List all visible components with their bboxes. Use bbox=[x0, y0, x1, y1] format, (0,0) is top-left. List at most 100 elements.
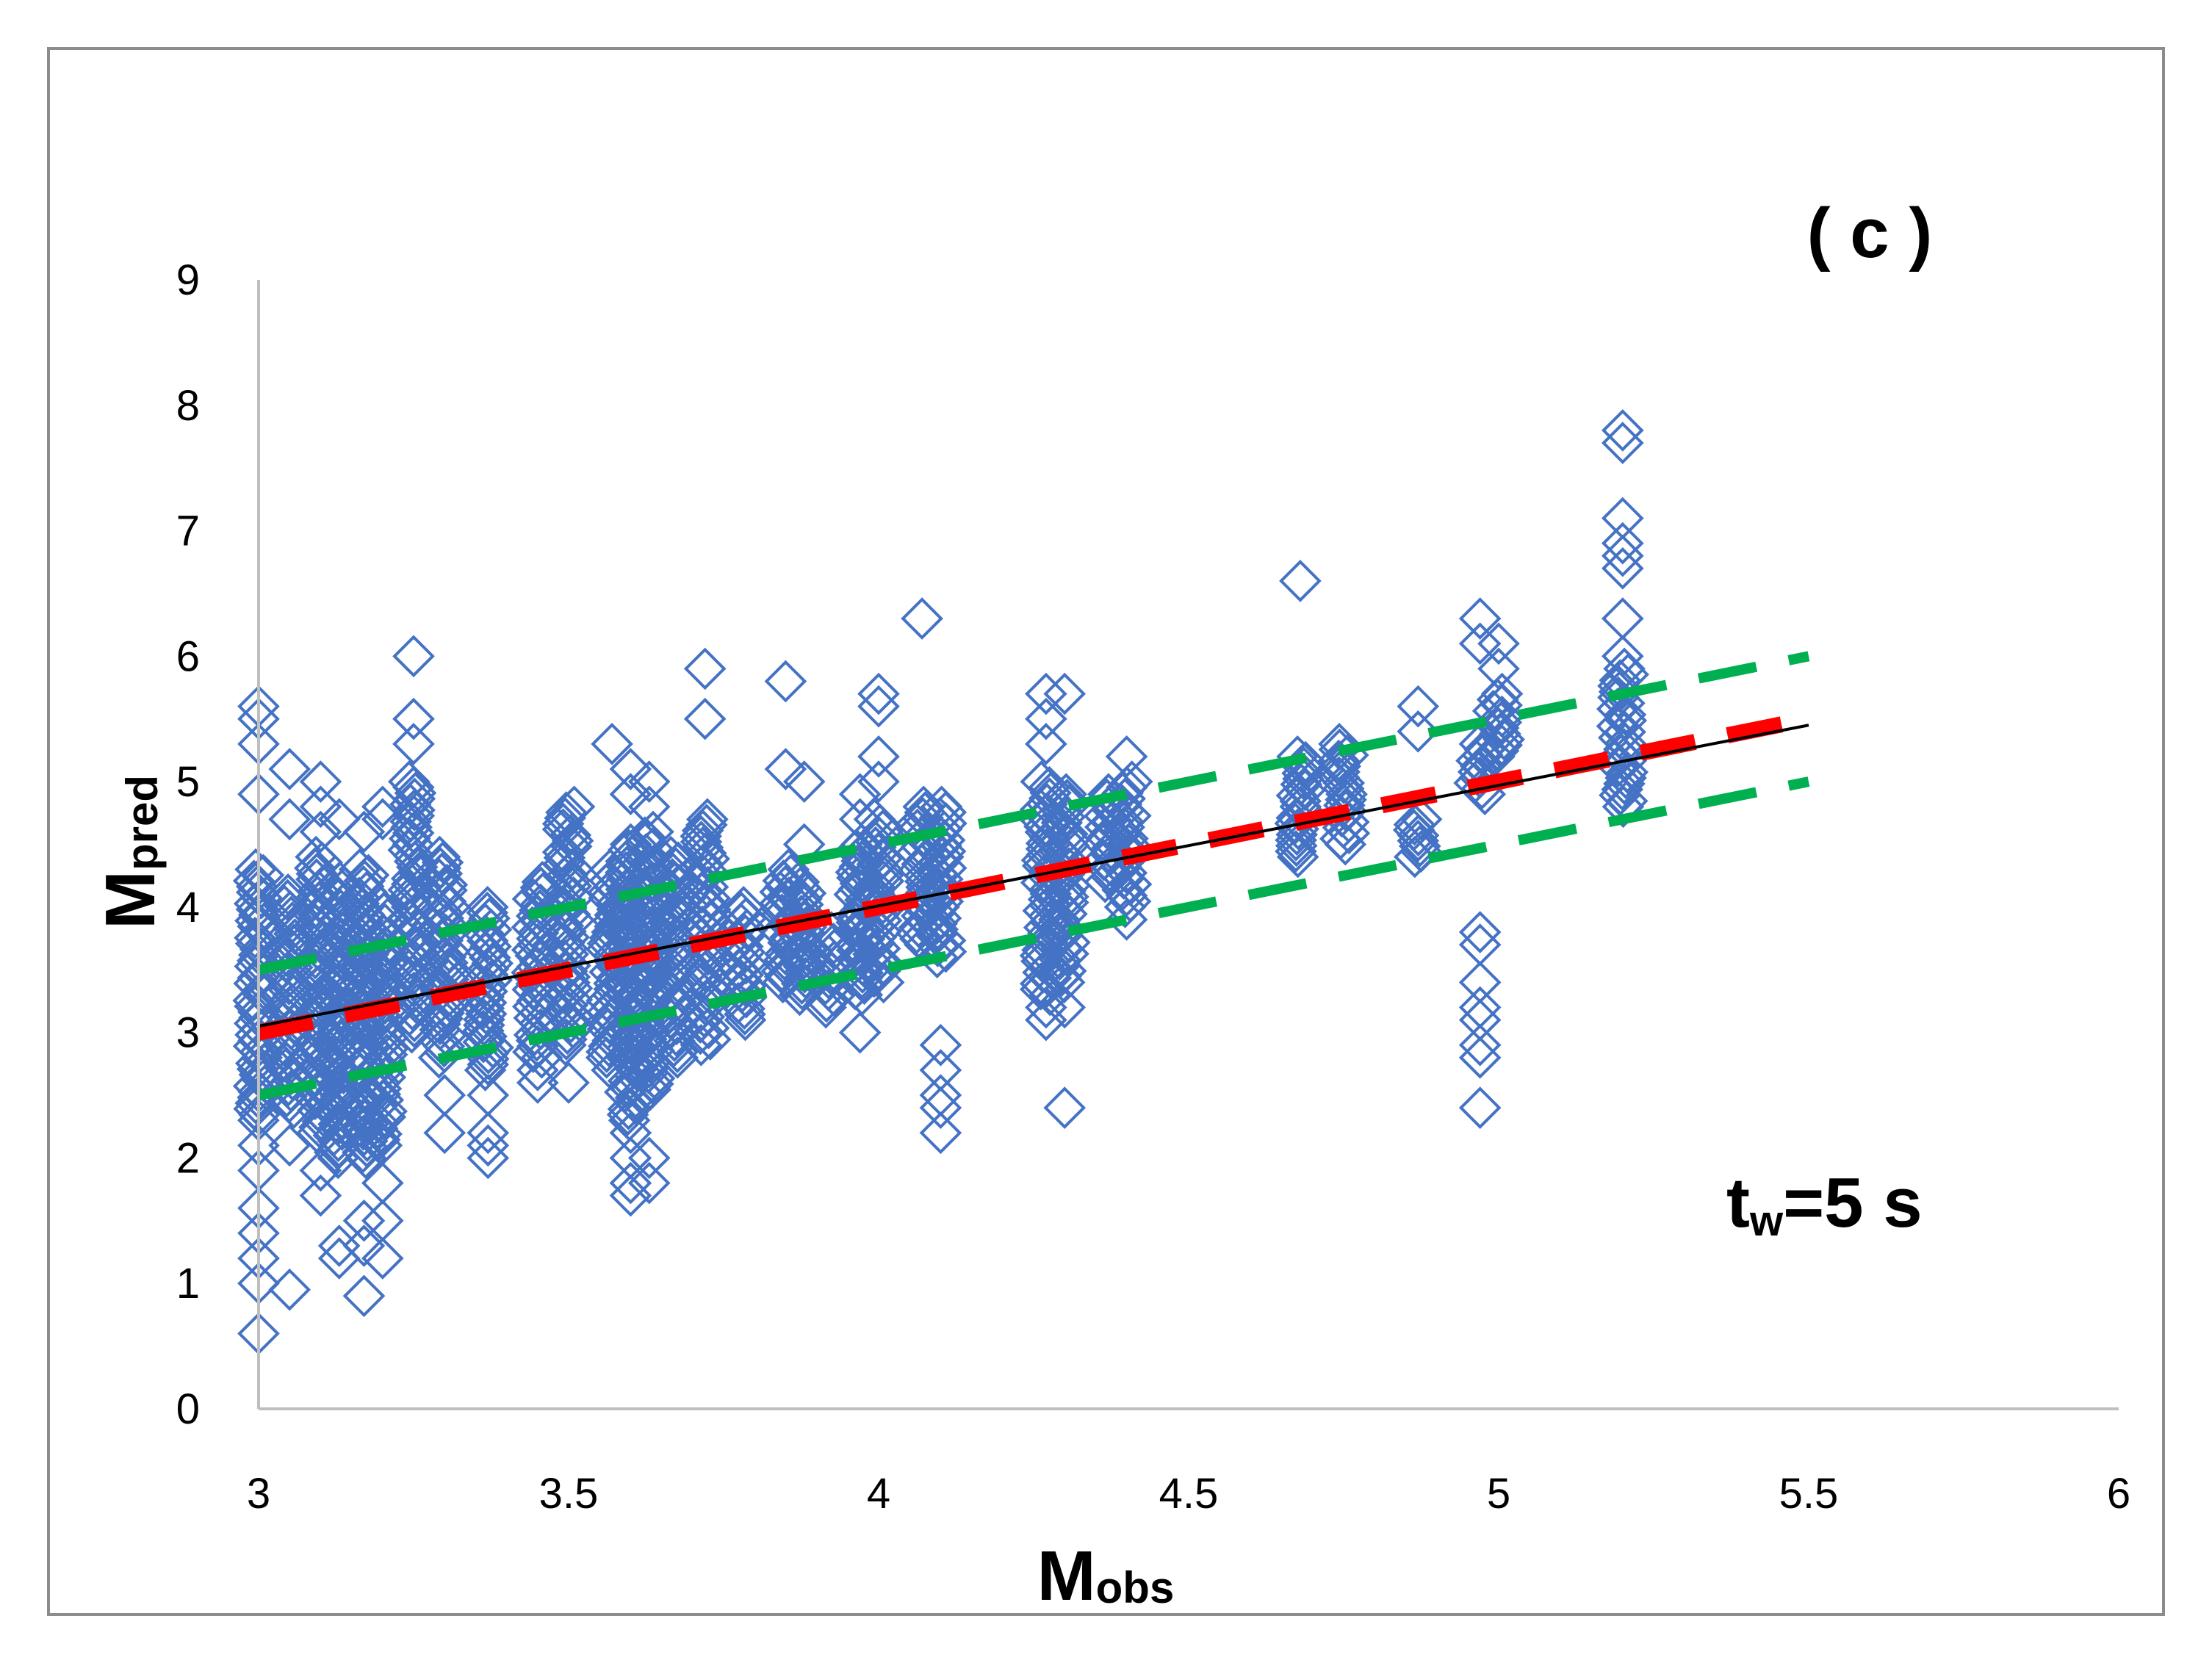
data-point bbox=[1601, 534, 1644, 577]
data-point bbox=[1110, 760, 1153, 803]
data-point bbox=[683, 647, 727, 690]
data-point bbox=[1025, 986, 1067, 1029]
data-point bbox=[299, 1149, 342, 1192]
data-point bbox=[551, 819, 594, 862]
data-point bbox=[361, 1237, 404, 1280]
y-tick-label: 9 bbox=[176, 256, 200, 304]
data-point bbox=[853, 921, 896, 964]
data-point bbox=[1279, 560, 1322, 602]
data-point bbox=[919, 1023, 962, 1067]
lower-bound-line bbox=[257, 776, 1810, 1100]
data-point bbox=[392, 697, 435, 740]
data-point bbox=[543, 836, 586, 879]
y-tick-label: 4 bbox=[176, 884, 200, 931]
data-point bbox=[364, 1095, 407, 1139]
x-tick-label: 3 bbox=[247, 1470, 270, 1518]
data-point bbox=[389, 800, 432, 843]
data-point bbox=[234, 922, 278, 965]
y-axis-title-main: M bbox=[91, 870, 170, 929]
data-point bbox=[624, 816, 666, 859]
panel-label: ( c ) bbox=[1807, 194, 1933, 273]
data-point bbox=[609, 773, 652, 816]
data-point bbox=[1045, 779, 1089, 821]
data-point bbox=[627, 760, 671, 803]
data-point bbox=[299, 810, 342, 854]
data-point bbox=[421, 841, 464, 884]
data-point bbox=[1458, 597, 1502, 640]
data-point bbox=[359, 1067, 403, 1110]
data-point bbox=[268, 798, 311, 841]
data-point bbox=[1458, 622, 1502, 665]
data-point bbox=[263, 884, 306, 927]
annotation-rest: =5 s bbox=[1783, 1164, 1923, 1242]
data-point bbox=[591, 723, 633, 765]
y-tick-label: 8 bbox=[176, 382, 200, 430]
data-point bbox=[1045, 773, 1087, 816]
data-point bbox=[1604, 699, 1648, 742]
y-tick-label: 5 bbox=[176, 758, 200, 806]
data-point bbox=[268, 748, 311, 790]
series-lines bbox=[256, 651, 1811, 1100]
data-point bbox=[1601, 635, 1644, 678]
data-point bbox=[1043, 796, 1087, 839]
data-point bbox=[685, 882, 729, 926]
data-point bbox=[342, 1200, 386, 1242]
data-point bbox=[365, 1090, 408, 1133]
data-point bbox=[779, 866, 822, 909]
x-axis-title: Mobs bbox=[1037, 1537, 1175, 1615]
data-point bbox=[347, 854, 390, 897]
data-point bbox=[627, 1136, 671, 1180]
data-point bbox=[1319, 745, 1362, 788]
data-point bbox=[1458, 1036, 1502, 1079]
data-point bbox=[609, 1174, 652, 1217]
data-point bbox=[649, 835, 693, 879]
data-point bbox=[235, 865, 278, 908]
data-point bbox=[857, 735, 900, 778]
data-point bbox=[1105, 735, 1148, 778]
data-point bbox=[516, 1049, 559, 1092]
y-tick-label: 0 bbox=[176, 1385, 200, 1433]
data-point bbox=[1601, 546, 1644, 590]
data-point bbox=[627, 1161, 671, 1205]
data-point bbox=[233, 962, 276, 1005]
data-point bbox=[392, 635, 435, 678]
data-point bbox=[632, 810, 674, 854]
data-point bbox=[425, 863, 469, 906]
data-point bbox=[1603, 728, 1646, 771]
data-point bbox=[1318, 723, 1361, 765]
x-tick-label: 4.5 bbox=[1159, 1470, 1219, 1518]
data-point bbox=[466, 1124, 510, 1167]
data-point bbox=[1276, 735, 1319, 778]
window-annotation: tw=5 s bbox=[1726, 1164, 1923, 1245]
data-point bbox=[1480, 672, 1524, 715]
data-point bbox=[1025, 672, 1067, 715]
data-point bbox=[1105, 898, 1148, 941]
y-axis-title-subscript: pred bbox=[118, 775, 167, 870]
data-point bbox=[1397, 710, 1440, 753]
data-point bbox=[685, 804, 728, 846]
data-point bbox=[544, 796, 587, 840]
data-point bbox=[1103, 806, 1145, 849]
data-point bbox=[552, 785, 596, 829]
data-point bbox=[1480, 701, 1523, 744]
upper-bound-line bbox=[257, 651, 1810, 975]
data-point bbox=[299, 760, 342, 803]
data-point bbox=[764, 660, 807, 703]
data-point bbox=[394, 771, 437, 815]
data-point bbox=[418, 835, 461, 879]
data-point bbox=[1392, 809, 1435, 851]
annotation-main: t bbox=[1726, 1164, 1750, 1242]
data-point bbox=[1477, 622, 1520, 665]
data-point bbox=[516, 979, 558, 1022]
data-point bbox=[777, 860, 821, 903]
data-point bbox=[1599, 733, 1643, 776]
data-point bbox=[387, 760, 430, 803]
data-point bbox=[338, 848, 381, 891]
data-point bbox=[857, 672, 900, 715]
data-point bbox=[232, 979, 275, 1022]
y-tick-label: 6 bbox=[176, 632, 200, 680]
y-tick-label: 7 bbox=[176, 508, 200, 555]
data-point bbox=[516, 1061, 559, 1104]
data-point bbox=[1020, 760, 1063, 803]
data-point bbox=[1043, 1086, 1087, 1129]
